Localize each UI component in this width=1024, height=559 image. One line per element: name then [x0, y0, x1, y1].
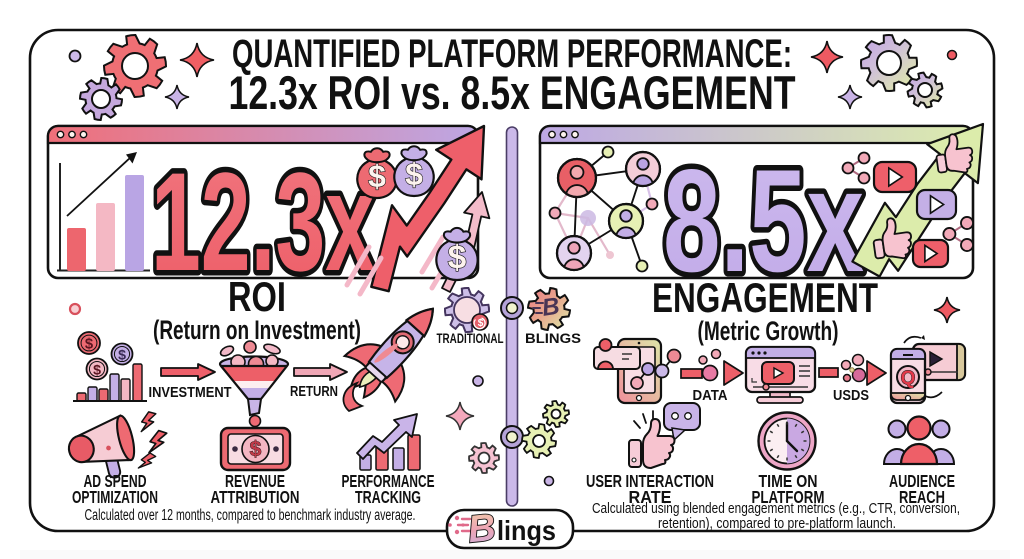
svg-text:OPTIMIZATION: OPTIMIZATION — [72, 487, 158, 507]
svg-text:USER INTERACTION: USER INTERACTION — [586, 471, 714, 491]
svg-text:TRACKING: TRACKING — [355, 487, 421, 507]
svg-text:$: $ — [250, 438, 262, 461]
svg-text:BLINGS: BLINGS — [525, 331, 581, 346]
svg-text:REVENUE: REVENUE — [225, 471, 285, 491]
svg-text:AUDIENCE: AUDIENCE — [889, 471, 955, 491]
svg-text:Calculated using blended engag: Calculated using blended engagement metr… — [592, 500, 960, 517]
svg-text:12.3x: 12.3x — [151, 143, 375, 300]
svg-text:(Return on Investment): (Return on Investment) — [153, 315, 361, 345]
svg-text:B: B — [540, 293, 561, 322]
svg-text:AD SPEND: AD SPEND — [84, 471, 147, 491]
svg-text:PLATFORM: PLATFORM — [752, 487, 825, 507]
svg-text:12.3x ROI vs. 8.5x ENGAGEMENT: 12.3x ROI vs. 8.5x ENGAGEMENT — [229, 66, 796, 119]
svg-text:$: $ — [85, 337, 94, 353]
svg-text:Q: Q — [901, 368, 916, 389]
svg-text:Calculated over 12 months, com: Calculated over 12 months, compared to b… — [85, 507, 416, 524]
svg-text:REACH: REACH — [899, 487, 945, 507]
svg-text:USDS: USDS — [833, 387, 869, 404]
svg-text:TRADITIONAL: TRADITIONAL — [437, 331, 504, 346]
svg-text:8.5x: 8.5x — [663, 139, 864, 302]
svg-text:DATA: DATA — [693, 387, 728, 404]
svg-text:$: $ — [93, 362, 101, 378]
svg-text:$: $ — [405, 156, 423, 192]
svg-text:$: $ — [478, 318, 484, 329]
svg-text:ATTRIBUTION: ATTRIBUTION — [211, 487, 300, 507]
svg-text:$: $ — [448, 240, 467, 277]
svg-text:lings: lings — [497, 515, 556, 546]
svg-text:retention), compared to pre-pl: retention), compared to pre-platform lau… — [658, 515, 896, 532]
svg-text:TIME ON: TIME ON — [759, 471, 818, 491]
svg-text:QUANTIFIED PLATFORM PERFORMANC: QUANTIFIED PLATFORM PERFORMANCE: — [232, 32, 792, 76]
svg-text:RATE: RATE — [629, 487, 672, 507]
svg-text:RETURN: RETURN — [290, 383, 338, 400]
svg-text:$: $ — [118, 347, 126, 363]
svg-text:B: B — [466, 507, 498, 552]
svg-text:(Metric Growth): (Metric Growth) — [698, 316, 839, 346]
svg-text:INVESTMENT: INVESTMENT — [149, 384, 232, 401]
svg-text:$: $ — [368, 158, 386, 194]
svg-text:PERFORMANCE: PERFORMANCE — [342, 471, 435, 491]
svg-text:ROI: ROI — [228, 273, 286, 320]
svg-text:ENGAGEMENT: ENGAGEMENT — [652, 274, 878, 321]
